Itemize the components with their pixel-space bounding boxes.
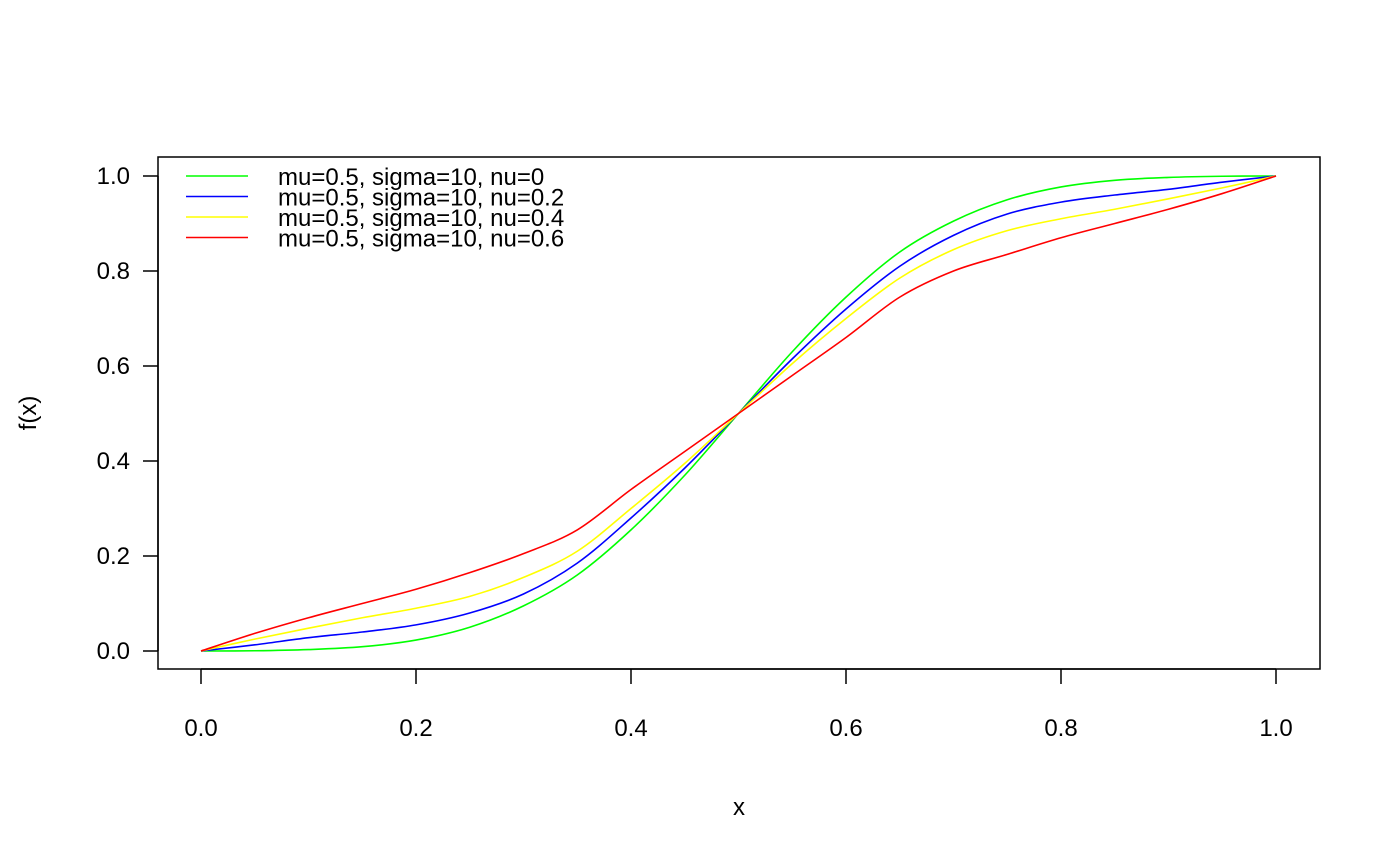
legend-label-4: mu=0.5, sigma=10, nu=0.6 <box>278 226 564 253</box>
y-tick-label: 0.2 <box>97 543 130 570</box>
series-layer <box>200 175 1277 652</box>
x-tick-label: 0.4 <box>614 715 647 742</box>
x-axis: 0.0 0.2 0.4 0.6 0.8 1.0 <box>184 668 1293 742</box>
x-tick-label: 0.2 <box>399 715 432 742</box>
x-tick-label: 1.0 <box>1259 715 1292 742</box>
y-tick-label: 1.0 <box>97 163 130 190</box>
y-tick-label: 0.8 <box>97 258 130 285</box>
y-tick-label: 0.4 <box>97 448 130 475</box>
y-tick-label: 0.6 <box>97 353 130 380</box>
y-axis-title: f(x) <box>15 396 42 431</box>
x-tick-label: 0.8 <box>1044 715 1077 742</box>
legend: mu=0.5, sigma=10, nu=0mu=0.5, sigma=10, … <box>186 164 564 253</box>
legend-label-1: mu=0.5, sigma=10, nu=0 <box>278 164 544 191</box>
x-tick-label: 0.6 <box>829 715 862 742</box>
y-axis: 0.0 0.2 0.4 0.6 0.8 1.0 <box>97 163 159 665</box>
x-tick-label: 0.0 <box>184 715 217 742</box>
legend-label-2: mu=0.5, sigma=10, nu=0.2 <box>278 185 564 212</box>
y-tick-label: 0.0 <box>97 638 130 665</box>
series-line-4 <box>200 175 1277 652</box>
x-axis-title: x <box>733 794 745 821</box>
legend-label-3: mu=0.5, sigma=10, nu=0.4 <box>278 205 564 232</box>
